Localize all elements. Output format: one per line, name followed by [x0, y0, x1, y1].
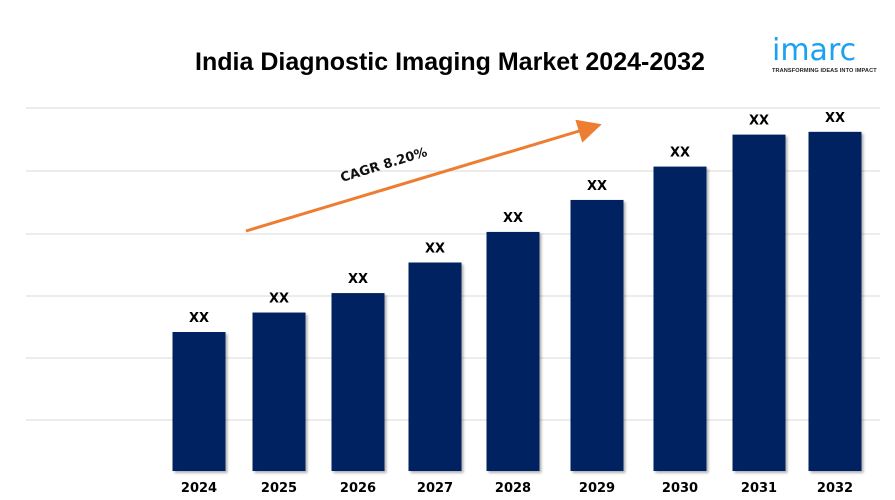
data-label: XX: [587, 179, 607, 194]
logo-wordmark: imarc: [772, 33, 857, 68]
x-tick-label: 2024: [181, 481, 217, 496]
data-label: XX: [189, 311, 209, 326]
x-tick-label: 2032: [817, 481, 853, 496]
data-label: XX: [825, 111, 845, 126]
bar-2028: [486, 231, 540, 471]
data-label: XX: [348, 272, 368, 287]
logo-tagline: TRANSFORMING IDEAS INTO IMPACT: [772, 68, 877, 74]
data-label: XX: [503, 211, 523, 226]
x-tick-label: 2030: [662, 481, 698, 496]
bar-2025: [252, 312, 306, 471]
data-label: XX: [269, 292, 289, 307]
bar-2029: [570, 199, 624, 471]
bar-2027: [408, 262, 462, 471]
x-tick-label: 2027: [417, 481, 453, 496]
data-label: XX: [749, 114, 769, 129]
bar-2031: [732, 134, 786, 471]
x-tick-label: 2026: [340, 481, 376, 496]
imarc-logo: imarc TRANSFORMING IDEAS INTO IMPACT: [772, 33, 882, 75]
bar-2030: [653, 166, 707, 471]
bar-2032: [808, 131, 862, 471]
cagr-arrow: [245, 119, 602, 233]
chart-title: India Diagnostic Imaging Market 2024-203…: [195, 48, 705, 76]
x-tick-label: 2031: [741, 481, 777, 496]
bar-2024: [172, 332, 226, 471]
data-label: XX: [670, 146, 690, 161]
bar-2026: [331, 293, 385, 471]
x-tick-label: 2028: [495, 481, 531, 496]
data-label: XX: [425, 242, 445, 257]
x-tick-label: 2025: [261, 481, 297, 496]
x-tick-label: 2029: [579, 481, 615, 496]
